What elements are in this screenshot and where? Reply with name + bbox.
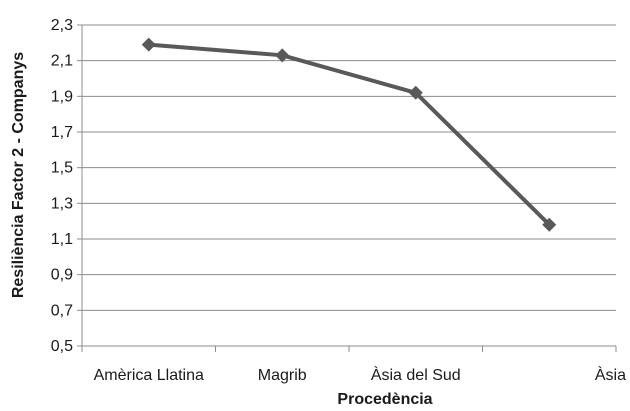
x-tick-label: Magrib: [258, 367, 307, 384]
y-tick-label: 0,7: [51, 302, 73, 319]
y-axis-title: Resiliència Factor 2 - Companys: [10, 52, 27, 298]
x-tick-label: Amèrica Llatina: [94, 367, 204, 384]
y-tick-label: 2,1: [51, 53, 73, 70]
y-tick-labels: 0,5 0,7 0,9 1,1 1,3 1,5 1,7 1,9 2,1 2,3: [51, 17, 73, 355]
data-point-marker: [275, 48, 290, 63]
x-tick-labels: Amèrica Llatina Magrib Àsia del Sud Àsia: [94, 365, 626, 384]
y-tick-label: 0,5: [51, 338, 73, 355]
x-axis-title: Procedència: [337, 391, 432, 408]
y-tick-label: 1,7: [51, 124, 73, 141]
data-point-marker: [141, 37, 156, 52]
series-line: [148, 42, 551, 227]
series-group: [141, 37, 557, 232]
x-tick-label: Àsia: [595, 365, 626, 384]
data-point-marker: [542, 217, 557, 232]
y-tick-label: 0,9: [51, 267, 73, 284]
y-tick-label: 2,3: [51, 17, 73, 34]
y-tick-label: 1,9: [51, 88, 73, 105]
y-tick-label: 1,5: [51, 160, 73, 177]
y-tick-label: 1,3: [51, 195, 73, 212]
y-tick-label: 1,1: [51, 231, 73, 248]
data-point-marker: [408, 85, 423, 100]
gridlines: [77, 24, 616, 347]
x-tick-label: Àsia del Sud: [371, 365, 461, 384]
axes: [81, 25, 617, 352]
